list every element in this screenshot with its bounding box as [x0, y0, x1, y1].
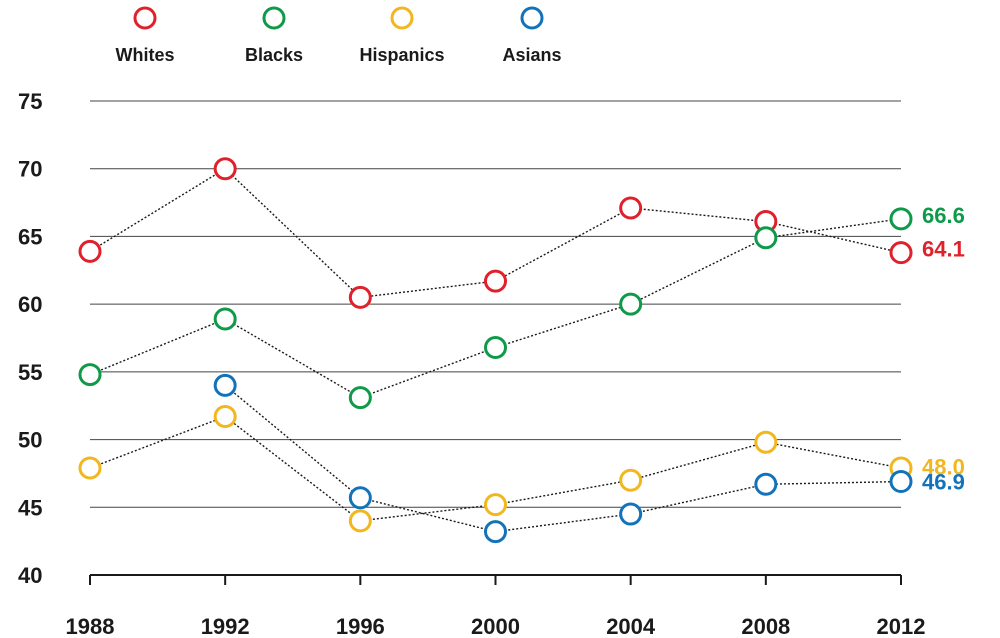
- point-hispanics-2000: [484, 493, 507, 517]
- point-whites-1996: [348, 285, 372, 309]
- end-label-hispanics: 48.0: [922, 455, 965, 480]
- point-hispanics-1996: [348, 509, 372, 533]
- point-hispanics-2004: [619, 468, 643, 492]
- point-asians-2008: [754, 472, 778, 496]
- x-tick-label-2008: 2008: [741, 614, 790, 638]
- x-tick-label-1996: 1996: [336, 614, 385, 638]
- legend-label-blacks: Blacks: [245, 45, 303, 65]
- point-blacks-1992: [213, 307, 237, 331]
- end-label-whites: 64.1: [922, 237, 965, 262]
- point-whites-1988: [78, 239, 102, 263]
- legend-label-hispanics: Hispanics: [359, 45, 444, 65]
- series-line-blacks: [89, 218, 902, 399]
- point-whites-2004: [619, 196, 643, 220]
- y-axis: 75 70 65 60 55 50 45 40: [18, 89, 42, 588]
- series-points: [78, 157, 913, 544]
- point-asians-2012: [889, 470, 913, 494]
- x-axis: 1988 1992 1996 2000 2004 2008 2012: [66, 574, 926, 638]
- point-blacks-2012: [889, 207, 913, 231]
- y-tick-label-45: 45: [18, 495, 42, 520]
- series-line-asians: [224, 384, 902, 533]
- point-blacks-2004: [619, 292, 643, 316]
- y-tick-label-50: 50: [18, 428, 42, 453]
- point-blacks-1996: [348, 386, 372, 410]
- point-blacks-2000: [484, 335, 507, 359]
- point-asians-1996: [348, 486, 372, 510]
- point-blacks-2008: [754, 226, 778, 250]
- legend-marker-blacks: [262, 6, 286, 30]
- legend-marker-asians: [520, 6, 544, 30]
- legend-marker-hispanics: [390, 6, 414, 30]
- point-hispanics-2008: [754, 430, 778, 454]
- y-tick-label-40: 40: [18, 563, 42, 588]
- y-tick-label-60: 60: [18, 292, 42, 317]
- y-tick-label-65: 65: [18, 224, 42, 249]
- y-tick-label-70: 70: [18, 157, 42, 182]
- point-hispanics-1992: [213, 405, 237, 429]
- point-hispanics-1988: [78, 456, 102, 480]
- end-label-asians: 46.9: [922, 470, 965, 495]
- point-asians-2004: [619, 502, 643, 526]
- x-tick-label-1988: 1988: [66, 614, 115, 638]
- legend-marker-whites: [133, 6, 157, 30]
- point-asians-2000: [484, 520, 507, 544]
- point-whites-2012: [889, 241, 913, 265]
- point-blacks-1988: [78, 363, 102, 387]
- legend: Whites Blacks Hispanics Asians: [115, 6, 562, 65]
- x-tick-label-2004: 2004: [606, 614, 656, 638]
- end-label-blacks: 66.6: [922, 203, 965, 228]
- point-whites-2000: [484, 269, 507, 293]
- x-tick-label-2000: 2000: [471, 614, 520, 638]
- y-tick-label-55: 55: [18, 360, 42, 385]
- y-tick-label-75: 75: [18, 89, 42, 114]
- legend-label-asians: Asians: [502, 45, 561, 65]
- point-asians-1992: [213, 373, 237, 397]
- gridlines: [90, 100, 901, 508]
- point-whites-1992: [213, 157, 237, 181]
- x-tick-label-2012: 2012: [877, 614, 926, 638]
- end-labels: 64.1 66.6 48.046.9: [922, 203, 965, 495]
- legend-label-whites: Whites: [115, 45, 174, 65]
- x-tick-label-1992: 1992: [201, 614, 250, 638]
